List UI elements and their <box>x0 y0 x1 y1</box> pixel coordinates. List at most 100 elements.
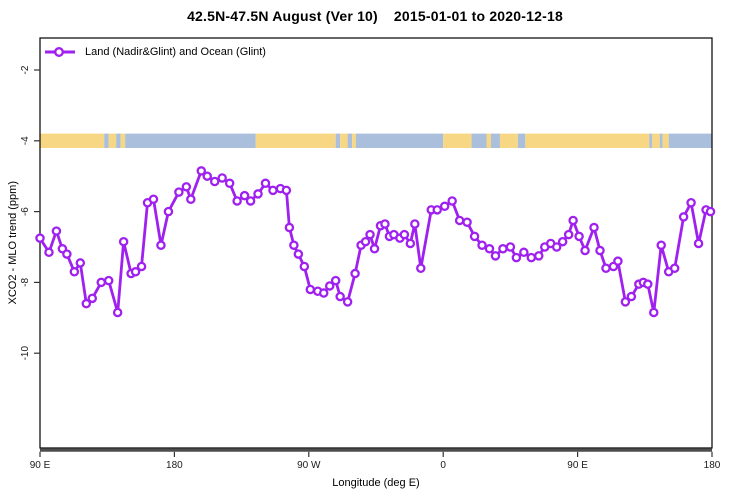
x-axis-title: Longitude (deg E) <box>332 477 420 489</box>
data-point-marker <box>112 307 123 318</box>
data-point-marker <box>130 267 141 277</box>
data-point-marker <box>186 194 196 204</box>
data-point-marker <box>293 249 304 259</box>
map-strip-segment-land <box>499 133 518 148</box>
data-point-marker <box>224 178 235 189</box>
map-strip-segment-land <box>652 133 660 148</box>
data-point-marker <box>217 173 227 183</box>
data-point-marker <box>490 251 501 261</box>
data-point-marker <box>574 231 584 242</box>
data-point-marker <box>557 236 568 247</box>
plot-border <box>39 37 713 449</box>
data-point-marker <box>253 189 263 199</box>
data-point-marker <box>595 245 605 256</box>
map-strip-segment-land <box>255 133 336 148</box>
map-strip-segment-land <box>340 133 348 148</box>
map-strip-segment-ocean <box>659 133 663 148</box>
data-point-marker <box>209 176 220 187</box>
data-point-marker <box>519 247 529 258</box>
data-point-marker <box>156 240 166 250</box>
data-point-marker <box>432 205 442 215</box>
y-axis-title-wrap: XCO2 - MLO trend (ppm) <box>0 38 26 448</box>
data-point-marker <box>534 251 544 261</box>
data-point-marker <box>62 249 72 259</box>
data-point-marker <box>686 197 696 208</box>
map-strip-segment-land <box>662 133 669 148</box>
data-point-marker <box>551 242 562 252</box>
data-point-marker <box>613 256 623 266</box>
data-point-marker <box>245 196 256 206</box>
data-point-marker <box>44 247 54 258</box>
map-strip-segment-land <box>352 133 356 148</box>
data-point-marker <box>563 229 574 240</box>
map-strip-segment-ocean <box>355 133 444 148</box>
data-point-marker <box>526 252 537 263</box>
data-point-marker <box>136 261 147 272</box>
data-point-marker <box>505 242 516 252</box>
data-point-marker <box>87 293 98 304</box>
data-point-marker <box>620 297 631 307</box>
data-point-marker <box>669 263 680 273</box>
data-point-marker <box>324 281 335 291</box>
x-tick-label: 180 <box>704 460 721 471</box>
data-point-marker <box>174 187 184 197</box>
data-point-marker <box>447 196 457 206</box>
x-tick-label: 180 <box>166 460 183 471</box>
data-point-marker <box>439 201 450 212</box>
data-point-marker <box>284 222 295 233</box>
data-point-marker <box>380 219 390 229</box>
data-point-marker <box>103 275 114 286</box>
data-point-marker <box>649 307 659 318</box>
data-point-marker <box>181 182 192 192</box>
map-strip-segment-ocean <box>116 133 121 148</box>
data-point-marker <box>416 263 426 273</box>
data-point-marker <box>305 284 316 295</box>
y-tick-label: -10 <box>20 346 31 361</box>
data-point-marker <box>148 194 159 204</box>
data-point-marker <box>580 245 590 256</box>
x-tick-label: 90 E <box>567 460 588 471</box>
map-strip-segment-land <box>108 133 117 148</box>
data-point-marker <box>35 233 45 243</box>
legend-label: Land (Nadir&Glint) and Ocean (Glint) <box>85 46 266 58</box>
data-point-marker <box>477 240 487 250</box>
y-tick-label: -2 <box>20 65 31 74</box>
data-point-marker <box>626 291 637 302</box>
data-point-marker <box>484 244 495 254</box>
y-tick-label: -8 <box>20 278 31 287</box>
data-point-marker <box>342 297 353 307</box>
map-strip-segment-ocean <box>125 133 256 148</box>
legend: Land (Nadir&Glint) and Ocean (Glint) <box>44 46 266 58</box>
data-point-marker <box>202 171 213 181</box>
data-point-marker <box>118 236 129 247</box>
map-strip-segment-ocean <box>490 133 500 148</box>
data-point-marker <box>511 252 522 263</box>
map-strip-segment-ocean <box>347 133 353 148</box>
data-point-marker <box>260 178 271 189</box>
y-tick-label: -4 <box>20 136 31 145</box>
data-point-marker <box>96 277 106 288</box>
data-point-marker <box>410 219 420 229</box>
data-point-marker <box>318 288 329 298</box>
data-point-marker <box>69 267 80 277</box>
data-point-marker <box>469 231 480 242</box>
map-strip-segment-ocean <box>517 133 526 148</box>
y-axis-title: XCO2 - MLO trend (ppm) <box>7 181 19 305</box>
data-point-marker <box>705 206 716 217</box>
data-point-marker <box>369 244 380 254</box>
data-point-marker <box>678 212 689 222</box>
data-point-marker <box>601 263 611 273</box>
map-strip-segment-ocean <box>668 133 712 148</box>
data-point-marker <box>196 166 207 176</box>
data-point-marker <box>399 229 410 240</box>
chart-title-daterange: 2015-01-01 to 2020-12-18 <box>393 8 563 24</box>
data-point-marker <box>299 261 310 272</box>
map-strip-segment-land <box>40 133 105 148</box>
map-strip-segment-land <box>120 133 126 148</box>
data-point-marker <box>350 268 360 279</box>
map-strip-segment-land <box>443 133 472 148</box>
data-point-marker <box>281 185 292 196</box>
data-point-marker <box>454 215 465 226</box>
